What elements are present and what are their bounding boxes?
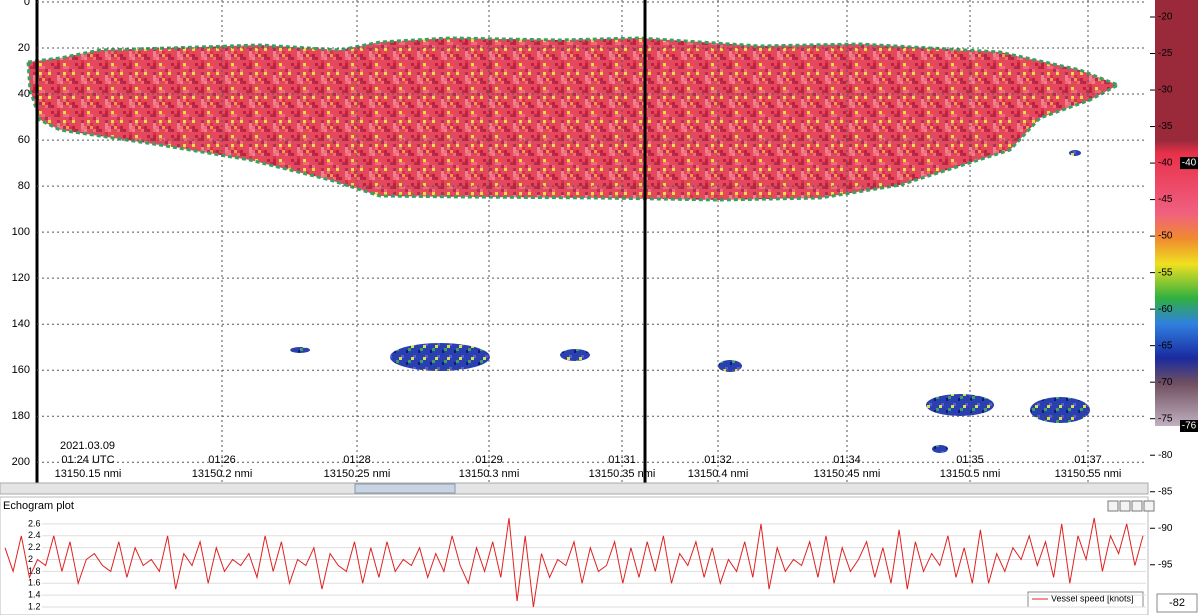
scale-tick-label: -55 <box>1158 267 1173 278</box>
panel-buttons[interactable] <box>1107 500 1155 512</box>
value-text: -82 <box>1169 597 1185 609</box>
scale-tick-label: -95 <box>1158 559 1173 570</box>
legend-label: Vessel speed [knots] <box>1051 593 1134 603</box>
time-label: 01:34 <box>833 454 861 466</box>
scroll-thumb[interactable] <box>354 483 456 494</box>
depth-tick-label: 140 <box>12 318 30 330</box>
plot-tick-label: 1.6 <box>28 578 41 588</box>
depth-tick-label: 120 <box>12 272 30 284</box>
scale-marker-label: -76 <box>1182 421 1197 432</box>
depth-tick-label: 200 <box>12 456 30 468</box>
color-bar <box>1155 0 1198 426</box>
distance-label: 13150.3 nmi <box>459 468 520 480</box>
plot-tick-label: 2.6 <box>28 518 41 528</box>
distance-label: 13150.55 nmi <box>1055 468 1122 480</box>
plot-tick-label: 1.4 <box>28 590 41 600</box>
value-box <box>1156 593 1198 613</box>
distance-label: 13150.5 nmi <box>940 468 1001 480</box>
depth-tick-label: 80 <box>18 180 30 192</box>
scale-tick-label: -30 <box>1158 85 1173 96</box>
scale-marker-label: -40 <box>1182 158 1197 169</box>
scrollbar[interactable] <box>0 482 1149 495</box>
depth-tick-label: 180 <box>12 410 30 422</box>
depth-tick-label: 40 <box>18 88 30 100</box>
distance-label: 13150.25 nmi <box>324 468 391 480</box>
time-label: 01:26 <box>208 454 236 466</box>
depth-tick-label: 100 <box>12 226 30 238</box>
scale-tick-label: -35 <box>1158 121 1173 132</box>
scale-tick-label: -40 <box>1158 158 1173 169</box>
time-label: 01:28 <box>343 454 371 466</box>
fish-school <box>26 36 1122 202</box>
depth-tick-label: 160 <box>12 364 30 376</box>
scale-tick-label: -75 <box>1158 413 1173 424</box>
scale-tick-label: -25 <box>1158 48 1173 59</box>
plot-tick-label: 2.2 <box>28 542 41 552</box>
plot-tick-label: 2 <box>28 554 33 564</box>
scale-tick-label: -65 <box>1158 340 1173 351</box>
scale-tick-label: -20 <box>1158 12 1173 23</box>
scale-tick-label: -70 <box>1158 377 1173 388</box>
time-label: 01:31 <box>608 454 636 466</box>
time-label: 01:24 UTC <box>61 454 114 466</box>
date-label: 2021.03.09 <box>60 440 115 452</box>
depth-tick-label: 60 <box>18 134 30 146</box>
distance-label: 13150.15 nmi <box>55 468 122 480</box>
plot-tick-label: 1.8 <box>28 566 41 576</box>
distance-label: 13150.4 nmi <box>688 468 749 480</box>
scale-marker <box>1180 420 1198 432</box>
scale-tick-label: -50 <box>1158 231 1173 242</box>
distance-label: 13150.2 nmi <box>192 468 253 480</box>
plot-tick-label: 1.2 <box>28 601 41 611</box>
time-label: 01:37 <box>1074 454 1102 466</box>
scale-marker <box>1180 157 1198 170</box>
time-label: 01:29 <box>475 454 503 466</box>
fish-patches <box>290 150 1090 453</box>
depth-tick-label: 20 <box>18 42 30 54</box>
panel-title: Echogram plot <box>3 500 74 512</box>
scale-tick-label: -85 <box>1158 486 1173 497</box>
distance-label: 13150.45 nmi <box>814 468 881 480</box>
depth-tick-label: 0 <box>24 0 30 8</box>
scale-tick-label: -45 <box>1158 194 1173 205</box>
scale-tick-label: -60 <box>1158 304 1173 315</box>
plot-panel <box>0 496 1149 615</box>
time-label: 01:32 <box>704 454 732 466</box>
scale-tick-label: -80 <box>1158 450 1173 461</box>
plot-tick-label: 2.4 <box>28 530 41 540</box>
scale-tick-label: -90 <box>1158 523 1173 534</box>
distance-label: 13150.35 nmi <box>589 468 656 480</box>
speed-line <box>4 517 1144 608</box>
time-label: 01:35 <box>956 454 984 466</box>
